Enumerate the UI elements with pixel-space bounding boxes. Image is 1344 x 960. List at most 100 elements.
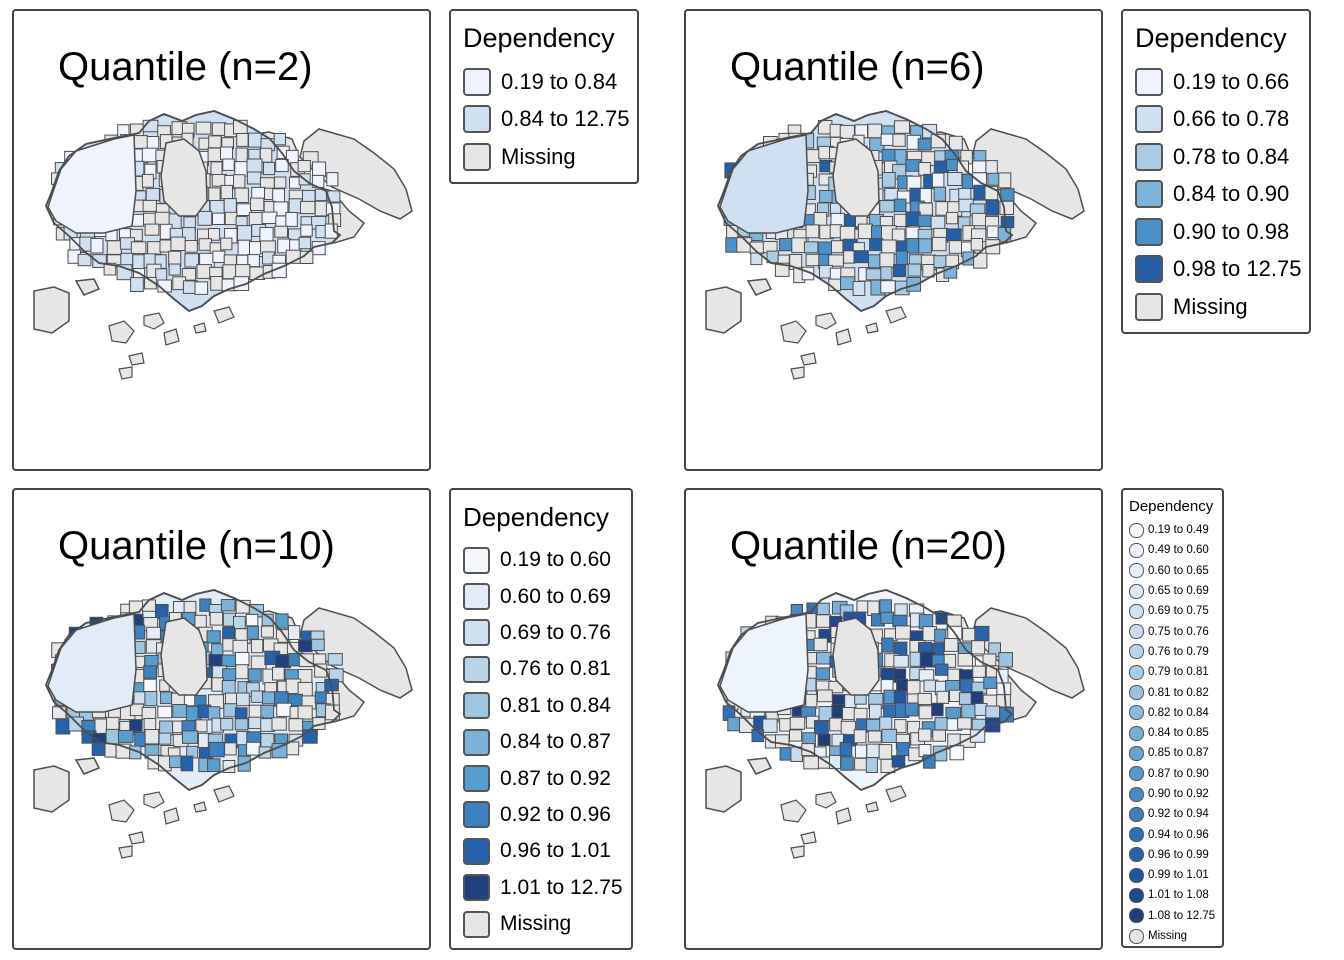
- legend-swatch: [1129, 928, 1144, 944]
- subzone-missing: [746, 757, 773, 775]
- subzone: [55, 718, 71, 735]
- legend-item: 0.76 to 0.81: [463, 651, 623, 687]
- legend-swatch: [1129, 745, 1144, 761]
- subzone: [865, 268, 882, 281]
- subzone: [969, 729, 986, 743]
- subzone: [234, 718, 249, 731]
- legend-items: 0.19 to 0.84 0.84 to 12.75 Missing: [463, 63, 629, 176]
- legend-label: 0.90 to 0.98: [1173, 218, 1290, 244]
- subzone-missing: [74, 757, 101, 775]
- subzone: [236, 133, 249, 147]
- subzone: [817, 689, 833, 703]
- subzone: [130, 277, 144, 293]
- subzone-missing: [780, 799, 807, 823]
- legend-item: 0.96 to 0.99: [1129, 845, 1215, 865]
- subzone: [917, 692, 932, 706]
- legend-swatch: [1135, 292, 1163, 321]
- subzone: [918, 728, 932, 742]
- subzone: [880, 280, 896, 294]
- subzone: [285, 212, 298, 227]
- subzone: [302, 729, 318, 744]
- subzone-missing: [885, 306, 907, 324]
- subzone: [931, 236, 947, 252]
- subzone: [272, 666, 285, 681]
- legend-label: 0.99 to 1.01: [1148, 869, 1209, 882]
- legend-label: 0.60 to 0.65: [1148, 564, 1209, 577]
- legend-swatch: [463, 583, 490, 611]
- subzone: [208, 741, 225, 758]
- subzone: [918, 669, 935, 682]
- subzone: [949, 745, 965, 761]
- subzone: [814, 720, 829, 735]
- subzone: [907, 263, 922, 277]
- subzone: [144, 691, 158, 707]
- legend-label: 0.76 to 0.81: [500, 657, 611, 681]
- subzone: [224, 742, 237, 756]
- subzone: [104, 743, 117, 758]
- subzone: [327, 653, 343, 666]
- subzone: [197, 210, 213, 226]
- subzone: [884, 187, 899, 201]
- subzone-missing: [815, 312, 837, 330]
- subzone: [209, 200, 225, 216]
- subzone: [819, 190, 834, 203]
- subzone: [894, 719, 907, 734]
- island-border: [717, 589, 1014, 792]
- choropleth-map: [33, 589, 413, 859]
- subzone-missing: [163, 328, 180, 346]
- subzone: [829, 717, 843, 732]
- legend-label: 1.01 to 12.75: [500, 875, 623, 899]
- legend-swatch: [1135, 142, 1163, 171]
- legend-label: 0.94 to 0.96: [1148, 828, 1209, 841]
- legend-label: 1.08 to 12.75: [1148, 909, 1216, 922]
- subzone: [141, 706, 157, 720]
- subzone-missing: [800, 831, 817, 845]
- subzone: [958, 692, 972, 706]
- subzone-missing: [193, 801, 207, 813]
- legend-label: 0.79 to 0.81: [1148, 666, 1209, 679]
- legend-swatch: [1129, 522, 1144, 538]
- legend-swatch: [463, 692, 490, 720]
- subzone: [857, 223, 873, 240]
- legend-item: 0.87 to 0.90: [1129, 764, 1215, 784]
- legend-label: 0.98 to 12.75: [1173, 256, 1302, 282]
- legend-item: 0.78 to 0.84: [1135, 138, 1301, 176]
- subzone: [220, 599, 236, 612]
- subzone: [1000, 188, 1015, 202]
- subzone: [146, 626, 161, 640]
- subzone: [298, 236, 312, 250]
- subzone: [300, 224, 313, 237]
- subzone: [182, 730, 198, 744]
- legend-item-missing: Missing: [1129, 926, 1215, 946]
- map-layer: [705, 589, 1085, 859]
- subzone: [948, 135, 963, 151]
- legend-items: 0.19 to 0.49 0.49 to 0.60 0.60 to 0.65 0.65…: [1129, 520, 1215, 946]
- legend-label: 0.84 to 12.75: [501, 106, 630, 132]
- subzone: [168, 263, 181, 276]
- subzone-missing: [163, 807, 180, 825]
- subzone-missing: [108, 320, 135, 344]
- legend-item: 0.19 to 0.49: [1129, 520, 1215, 540]
- subzone: [789, 716, 806, 730]
- legend-label: 1.01 to 1.08: [1148, 889, 1209, 902]
- subzone: [220, 237, 233, 251]
- legend-title: Dependency: [1135, 23, 1287, 53]
- legend-label: 0.81 to 0.84: [500, 693, 611, 717]
- subzone: [974, 703, 988, 716]
- legend-item-missing: Missing: [463, 906, 623, 942]
- subzone: [998, 172, 1012, 189]
- subzone: [237, 239, 251, 256]
- subzone: [246, 158, 263, 174]
- subzone: [220, 184, 234, 200]
- legend-n2: Dependency 0.19 to 0.84 0.84 to 12.75 Miss…: [449, 9, 639, 184]
- subzone-missing: [128, 352, 145, 366]
- subzone-missing: [74, 278, 101, 296]
- subzone: [944, 638, 959, 652]
- subzone-missing: [705, 286, 742, 334]
- subzone: [236, 692, 250, 707]
- subzone: [816, 614, 832, 628]
- legend-swatch: [463, 67, 491, 96]
- subzone: [250, 639, 264, 654]
- subzone: [868, 254, 881, 269]
- subzone: [274, 225, 288, 238]
